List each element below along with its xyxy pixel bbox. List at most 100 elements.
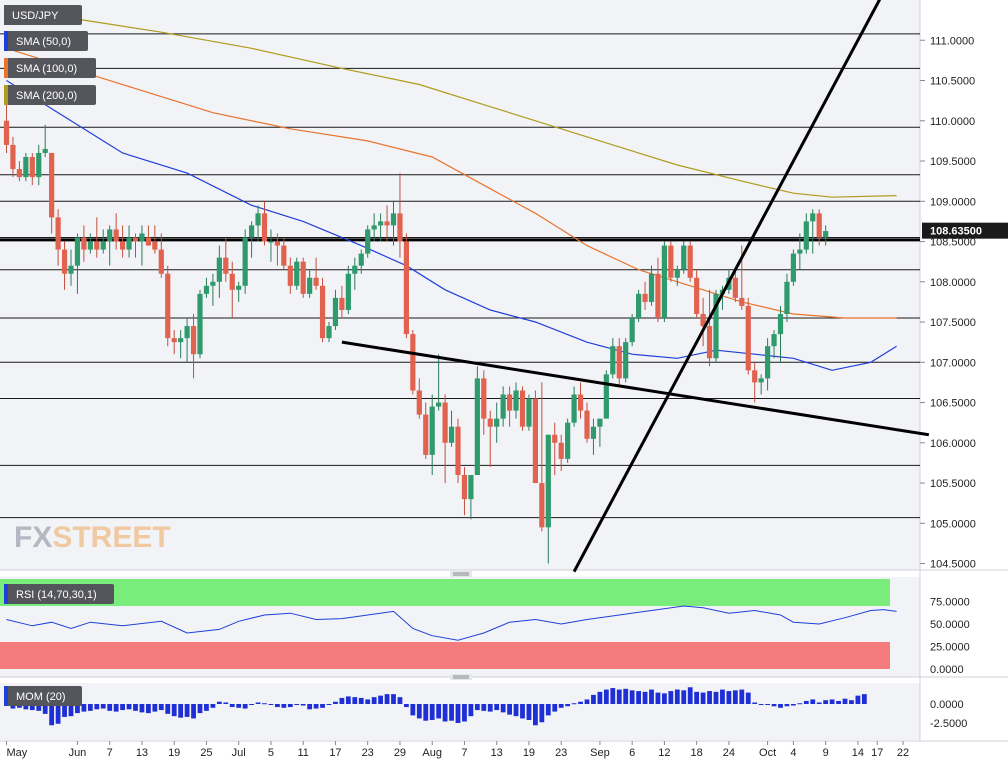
candle-body [687, 245, 693, 278]
trendline [572, 0, 882, 573]
candle-body [648, 273, 655, 302]
bullish-candle [352, 257, 358, 290]
momentum-bar [829, 699, 835, 704]
candle-body [442, 402, 448, 443]
bullish-candle [358, 249, 364, 274]
candle-body [294, 261, 300, 286]
price-pane [0, 0, 920, 570]
momentum-bar [603, 689, 609, 704]
candle-body [132, 237, 139, 242]
date-tick-label: 23 [555, 747, 567, 759]
svg-text:SMA (100,0): SMA (100,0) [16, 63, 77, 75]
momentum-bar [597, 691, 603, 704]
bearish-candle [132, 233, 139, 258]
candle-body [410, 334, 416, 391]
candle-body [223, 257, 229, 274]
candle-body [623, 342, 629, 379]
bearish-candle [49, 152, 55, 234]
momentum-bar [146, 704, 151, 714]
symbol-label[interactable]: USD/JPY [4, 5, 82, 25]
momentum-bar [533, 704, 538, 726]
price-tick-label: 104.5000 [930, 559, 976, 571]
mom-tick-label: -2.5000 [930, 718, 967, 730]
mom-resize-grip[interactable] [450, 674, 472, 680]
sma200-label[interactable]: SMA (200,0) [4, 85, 96, 105]
candle-body [790, 253, 796, 282]
bullish-candle [216, 245, 222, 298]
candle-body [236, 285, 242, 290]
momentum-bar [861, 694, 867, 704]
bearish-candle [94, 217, 100, 258]
candle-body [577, 394, 584, 411]
bullish-candle [777, 305, 784, 363]
candle-body [487, 418, 493, 427]
candle-body [584, 410, 590, 439]
momentum-bar [758, 704, 764, 705]
bearish-candle [313, 257, 319, 290]
rsi-label[interactable]: RSI (14,70,30,1) [4, 584, 114, 604]
date-tick-label: 23 [362, 747, 374, 759]
bearish-candle [3, 104, 10, 153]
momentum-bar [242, 704, 248, 709]
momentum-bar [558, 704, 564, 708]
candle-body [61, 249, 68, 274]
momentum-bar [42, 704, 48, 714]
candle-body [68, 265, 74, 274]
bullish-candle [365, 225, 371, 258]
candle-body [210, 281, 216, 286]
mom-label[interactable]: MOM (20) [4, 686, 82, 706]
candle-body [616, 346, 622, 379]
bullish-candle [597, 418, 603, 447]
candle-body [745, 305, 751, 371]
candle-body [558, 442, 564, 459]
price-tick-label: 105.5000 [930, 478, 976, 490]
candle-body [352, 265, 358, 274]
bullish-candle [23, 152, 29, 182]
date-tick-label: 29 [394, 747, 406, 759]
candle-body [249, 225, 255, 238]
candle-body [403, 241, 409, 335]
momentum-bar [732, 690, 738, 704]
candle-body [590, 426, 597, 439]
momentum-bar [610, 688, 616, 704]
sma50-label[interactable]: SMA (50,0) [4, 31, 88, 51]
bearish-candle [507, 386, 513, 427]
momentum-bar [642, 691, 648, 704]
momentum-bar [713, 691, 719, 704]
momentum-bar [778, 704, 783, 708]
bullish-candle [390, 201, 397, 246]
bullish-candle [74, 233, 81, 294]
rsi-resize-grip[interactable] [450, 571, 472, 577]
sma100-label[interactable]: SMA (100,0) [4, 58, 96, 78]
candle-body [468, 475, 474, 500]
rsi-oversold-zone [0, 642, 890, 669]
candle-body [23, 156, 29, 178]
candle-body [810, 213, 816, 222]
bullish-candle [87, 233, 93, 254]
bearish-candle [519, 386, 526, 431]
bullish-candle [468, 475, 474, 520]
momentum-bar [636, 691, 641, 704]
momentum-bar [352, 697, 358, 704]
date-tick-label: 4 [790, 747, 796, 759]
candle-body [494, 418, 500, 427]
candle-body [803, 221, 809, 250]
bullish-candle [474, 366, 480, 475]
price-tick-label: 105.0000 [930, 518, 976, 530]
candle-body [332, 297, 339, 327]
candle-body [448, 426, 455, 443]
momentum-bar [152, 704, 158, 712]
momentum-bar [791, 704, 796, 706]
bullish-candle [590, 418, 597, 455]
momentum-bar [436, 704, 442, 719]
momentum-bar [526, 704, 532, 720]
candle-body [126, 237, 132, 250]
bearish-candle [616, 338, 622, 387]
candle-body [739, 297, 745, 306]
trendline [341, 340, 930, 437]
bullish-candle [255, 205, 261, 242]
candle-body [661, 245, 667, 319]
price-tick-label: 107.0000 [930, 357, 976, 369]
momentum-bar [268, 704, 274, 705]
bearish-candle [752, 362, 758, 403]
